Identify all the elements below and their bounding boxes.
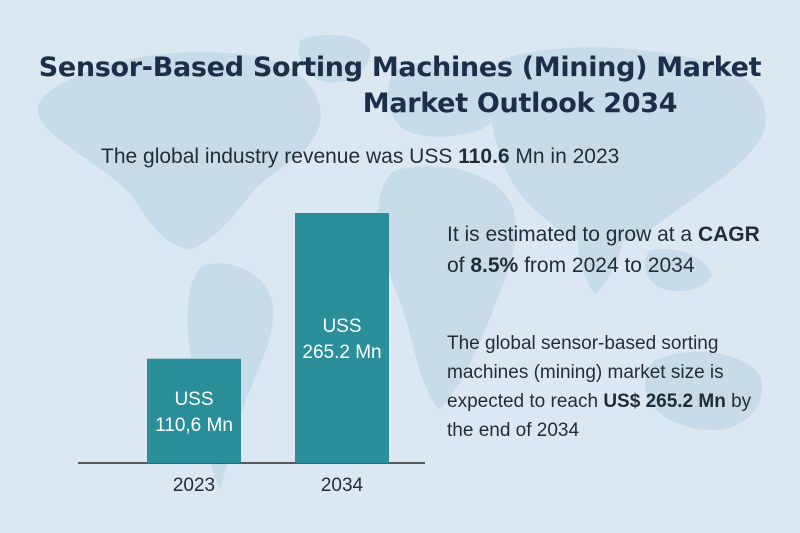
cagr-statement: It is estimated to grow at a CAGR of 8.5… [447,219,777,281]
europe-shape [387,61,509,137]
revenue-value: 110.6 [458,145,510,168]
x-tick-label: 2034 [321,475,364,496]
cagr-text-part3: from 2024 to 2034 [518,254,695,277]
bar-value-label: 265.2 Mn [302,342,381,363]
india-shape [578,214,623,295]
bar-value-label: 110,6 Mn [155,415,233,436]
greenland-shape [298,34,371,83]
cagr-text-part1: It is estimated to grow at a [447,223,698,246]
bar-value-label: USS [174,389,213,410]
africa-shape [378,166,516,410]
revenue-statement: The global industry revenue was USS 110.… [101,145,619,169]
chart-title-line1: Sensor-Based Sorting Machines (Mining) M… [38,52,762,83]
se-asia-shape [644,248,712,292]
australia-shape [644,351,763,431]
market-size-statement: The global sensor-based sorting machines… [447,329,777,445]
revenue-suffix: Mn in 2023 [509,145,620,168]
x-tick-label: 2023 [173,475,215,496]
size-text-part1: The global sensor-based sorting machines… [447,333,724,412]
cagr-label: CAGR [697,223,760,246]
bar-2034 [295,213,389,463]
asia-shape [490,47,766,246]
cagr-value: 8.5% [470,254,519,277]
size-value: US$ 265.2 Mn [603,391,726,412]
chart-title-line2: Market Outlook 2034 [362,88,678,119]
cagr-text-part2: of [447,254,471,277]
north-america-shape [37,51,321,250]
revenue-prefix: The global industry revenue was USS [101,145,459,168]
bar-value-label: USS [322,316,361,337]
size-text-part2: by the end of 2034 [447,391,752,441]
bar-2023 [147,358,241,463]
